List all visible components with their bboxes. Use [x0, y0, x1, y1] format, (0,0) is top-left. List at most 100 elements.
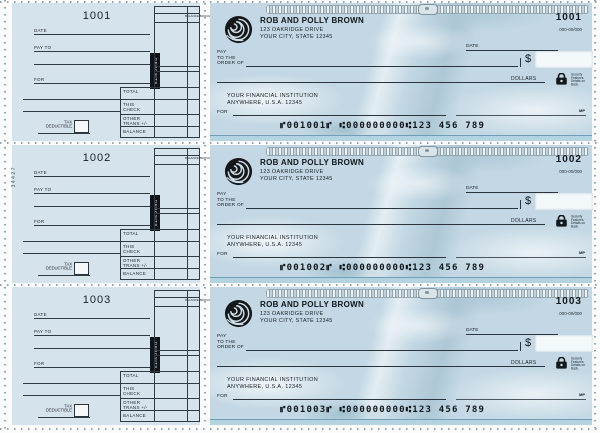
grid-hline [120, 410, 200, 411]
chain-border-ornament [266, 4, 589, 15]
tax-deductible-underline [38, 275, 90, 276]
stub-check-number: 1002 [82, 152, 112, 164]
grid-hline [120, 268, 200, 269]
chain-clasp-icon [417, 4, 438, 15]
amount-words-line [217, 82, 545, 83]
stub-pay-to-label: PAY TO [34, 329, 52, 334]
check-body: 1002 000-00/000 ROB AND POLLY BROWN 123 … [210, 145, 593, 283]
grid-hline [154, 22, 200, 23]
check-unit: 1001 DATE PAY TO FOR DEPOSITS TAX DEDUCT… [0, 3, 600, 142]
payor-name: ROB AND POLLY BROWN [260, 158, 365, 167]
routing-fraction: 000-00/000 [559, 169, 582, 174]
payor-address-line2: YOUR CITY, STATE 12345 [260, 176, 333, 182]
grid-hline [154, 297, 200, 298]
signature-line [456, 257, 586, 258]
grid-hline [154, 164, 200, 165]
grid-label-vline [120, 371, 121, 421]
grid-hline [154, 208, 200, 209]
stub-amount-line [23, 241, 120, 242]
balance-brought-forward-header: BALANCE BROUGHT FORWARD [185, 157, 231, 160]
grid-hline [154, 213, 200, 214]
stub-date-label: DATE [34, 312, 47, 317]
other-trans-label: OTHER TRANS +/- [123, 258, 148, 269]
memo-line [233, 399, 446, 400]
bank-name: YOUR FINANCIAL INSTITUTION [227, 235, 319, 241]
microprint-signature-mark: MP [579, 250, 585, 255]
microprint-signature-mark: MP [579, 108, 585, 113]
stub-date-line [34, 34, 150, 35]
tax-deductible-label: TAX DEDUCTIBLE [45, 403, 72, 413]
routing-fraction: 000-00/000 [559, 27, 582, 32]
dollars-label: DOLLARS [511, 218, 537, 224]
grid-hline [154, 13, 200, 14]
date-field-line: DATE [466, 324, 558, 335]
stub-pay-to-label: PAY TO [34, 187, 52, 192]
perforation-line-left [4, 0, 6, 433]
bank-address: ANYWHERE, U.S.A. 12345 [227, 384, 303, 390]
amount-tick [520, 58, 521, 67]
pay-to-order-label: PAY TO THE ORDER OF [217, 50, 244, 67]
tax-deductible-label: TAX DEDUCTIBLE [45, 261, 72, 271]
amount-tick [520, 342, 521, 351]
check-bottom-band [210, 277, 592, 283]
payor-name: ROB AND POLLY BROWN [260, 16, 365, 25]
grid-hline [154, 6, 200, 7]
perforation-line-mid1 [0, 142, 600, 144]
chain-clasp-icon [417, 146, 438, 157]
stub-extra-line [34, 348, 150, 349]
payor-name: ROB AND POLLY BROWN [260, 300, 365, 309]
dollars-label: DOLLARS [511, 76, 537, 82]
grid-hline [120, 114, 200, 115]
stub-perforation-line [204, 145, 206, 283]
grid-hline [120, 229, 200, 230]
date-field-line: DATE [466, 182, 558, 193]
chain-border-ornament [266, 288, 589, 299]
stub-perforation-line [204, 287, 206, 425]
payee-line [246, 350, 518, 351]
memo-line [233, 115, 446, 116]
rose-logo-icon [224, 15, 253, 44]
amount-box [535, 193, 593, 210]
grid-hline [154, 306, 200, 307]
security-features-text: Security Features. Details on Back. [571, 73, 586, 87]
check-body: 1003 000-00/000 ROB AND POLLY BROWN 123 … [210, 287, 593, 425]
perforation-line-top [0, 1, 600, 3]
other-trans-label: OTHER TRANS +/- [123, 400, 148, 411]
routing-fraction: 000-00/000 [559, 311, 582, 316]
chain-border-ornament [266, 146, 589, 157]
tax-deductible-underline [38, 417, 90, 418]
stub-extra-line [34, 206, 150, 207]
stub-amount-line [23, 111, 120, 112]
balance-brought-forward-header: BALANCE BROUGHT FORWARD [185, 299, 231, 302]
stub-pay-to-line [34, 335, 150, 336]
grid-hline [154, 350, 200, 351]
tax-deductible-underline [38, 133, 90, 134]
grid-label-vline [120, 229, 121, 279]
pay-to-order-label: PAY TO THE ORDER OF [217, 334, 244, 351]
memo-for-label: FOR [217, 252, 228, 257]
stub-for-line [34, 367, 150, 368]
signature-line [456, 115, 586, 116]
stub-for-line [34, 225, 150, 226]
grid-hline [154, 290, 200, 291]
stub-amount-line [23, 383, 120, 384]
grid-hline [120, 99, 200, 100]
check-bottom-band [210, 135, 592, 141]
stub-amount-line [23, 253, 120, 254]
this-check-label: THIS CHECK [123, 244, 141, 255]
micr-line: ⑈001002⑈ ⑆000000000⑆123 456 789 [280, 263, 486, 273]
bank-name: YOUR FINANCIAL INSTITUTION [227, 93, 319, 99]
grid-hline [154, 355, 200, 356]
payee-line [246, 66, 518, 67]
stub-perforation-line [204, 3, 206, 141]
tax-deductible-label: TAX DEDUCTIBLE [45, 119, 72, 129]
check-bottom-band [210, 419, 592, 425]
grid-hline [120, 279, 200, 280]
grid-hline [120, 137, 200, 138]
micr-line: ⑈001003⑈ ⑆000000000⑆123 456 789 [280, 405, 486, 415]
bank-address: ANYWHERE, U.S.A. 12345 [227, 100, 303, 106]
security-lock-icon [556, 73, 567, 85]
total-label: TOTAL [123, 231, 139, 236]
check-unit: 1002 DATE PAY TO FOR DEPOSITS TAX DEDUCT… [0, 145, 600, 284]
